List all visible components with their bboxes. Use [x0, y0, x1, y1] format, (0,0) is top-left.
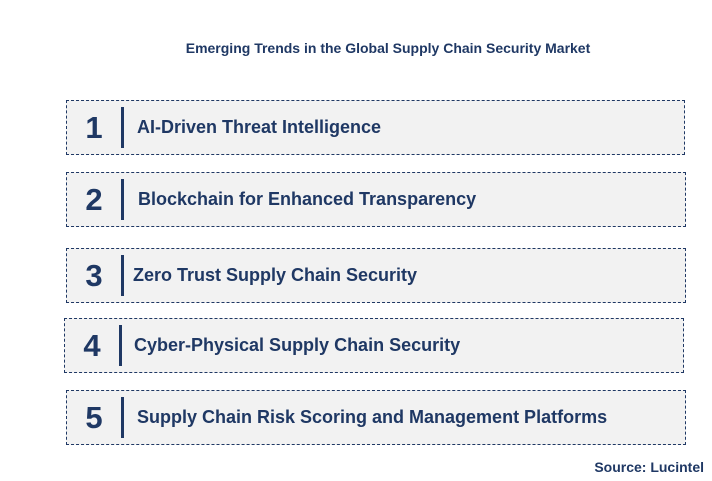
trend-box-4: 4 Cyber-Physical Supply Chain Security [64, 318, 684, 373]
trend-divider-1 [121, 107, 124, 148]
trend-label-2: Blockchain for Enhanced Transparency [138, 189, 477, 209]
trend-box-2: 2 Blockchain for Enhanced Transparency [66, 172, 686, 227]
trend-label-3: Zero Trust Supply Chain Security [133, 265, 418, 285]
trend-number-2: 2 [85, 181, 103, 217]
trend-label-4: Cyber-Physical Supply Chain Security [134, 335, 461, 355]
trend-box-1: 1 AI-Driven Threat Intelligence [66, 100, 685, 155]
trend-box-3: 3 Zero Trust Supply Chain Security [66, 248, 686, 303]
diagram-title: Emerging Trends in the Global Supply Cha… [185, 40, 591, 56]
source-note: Source: Lucintel [594, 459, 704, 475]
trend-label-5: Supply Chain Risk Scoring and Management… [137, 407, 608, 427]
trend-number-3: 3 [85, 257, 103, 293]
trend-number-4: 4 [83, 327, 101, 363]
trend-number-1: 1 [85, 109, 103, 145]
trend-number-5: 5 [85, 399, 103, 435]
trend-divider-2 [121, 179, 124, 220]
trend-divider-5 [121, 397, 124, 438]
trend-label-1: AI-Driven Threat Intelligence [137, 117, 382, 137]
trend-box-5: 5 Supply Chain Risk Scoring and Manageme… [66, 390, 686, 445]
trend-divider-4 [119, 325, 122, 366]
trend-divider-3 [121, 255, 124, 296]
